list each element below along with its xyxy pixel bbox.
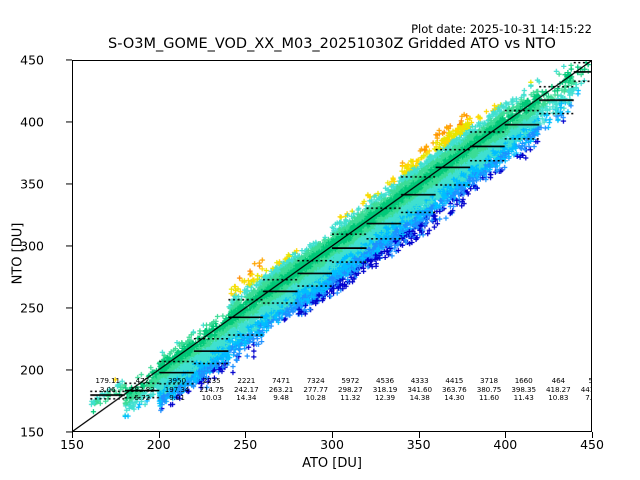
x-tick-label: 450 [580,437,604,452]
x-tick-label: 150 [60,437,84,452]
x-tick-label: 350 [406,437,431,452]
y-tick-label: 200 [20,362,44,378]
x-tick-label: 200 [146,437,171,452]
y-tick-label: 300 [20,238,44,254]
y-tick-label: 450 [20,52,44,68]
y-tick-label: 250 [20,300,44,316]
y-tick-mark [66,369,72,371]
x-tick-label: 400 [493,437,518,452]
y-tick-label: 150 [20,424,44,440]
plot-area: 179.11 3.06 472 182.83 5.72 3950 197.34 9.01 223… [72,60,592,432]
y-tick-label: 350 [20,176,44,192]
y-tick-label: 400 [20,114,44,130]
x-tick-label: 300 [320,437,344,452]
page-title: S-O3M_GOME_VOD_XX_M03_20251030Z Gridded … [108,36,556,52]
x-tick-mark [332,432,334,438]
x-tick-label: 250 [233,437,258,452]
y-tick-mark [66,183,72,185]
x-tick-mark [418,432,420,438]
y-tick-mark [66,245,72,247]
x-tick-mark [72,432,74,438]
x-tick-mark [158,432,160,438]
y-tick-mark [66,59,72,61]
x-axis-label: ATO [DU] [302,456,362,471]
x-tick-mark [245,432,247,438]
x-tick-mark [592,432,594,438]
y-tick-mark [66,307,72,309]
x-tick-mark [505,432,507,438]
scatter-canvas [73,61,591,431]
plot-date-label: Plot date: 2025-10-31 14:15:22 [411,22,592,36]
y-tick-mark [66,121,72,123]
y-tick-mark [66,431,72,433]
